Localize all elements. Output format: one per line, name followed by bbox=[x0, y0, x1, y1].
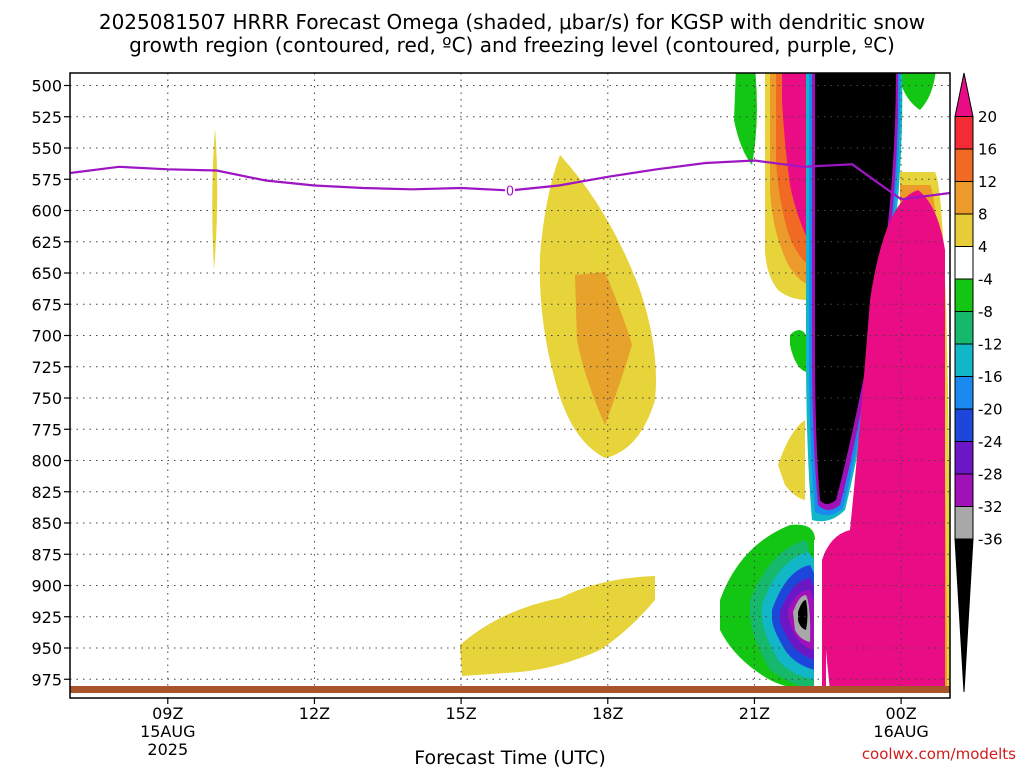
y-axis: 500 525 550 575 600 625 650 675 700 725 750 775 800 8… bbox=[31, 77, 70, 689]
omega-shaded-field bbox=[212, 73, 950, 690]
colorbar-label-1: 16 bbox=[978, 141, 997, 159]
colorbar-label-12: -32 bbox=[978, 498, 1003, 516]
x-tick-label-5-0: 00Z bbox=[885, 704, 916, 723]
colorbar-segment-14 bbox=[954, 538, 974, 693]
y-tick-label-825: 825 bbox=[31, 483, 62, 502]
y-tick-label-675: 675 bbox=[31, 295, 62, 314]
y-tick-label-600: 600 bbox=[31, 202, 62, 221]
colorbar-label-8: -16 bbox=[978, 368, 1003, 386]
colorbar-label-7: -12 bbox=[978, 336, 1003, 354]
chart-title-line-1: 2025081507 HRRR Forecast Omega (shaded, … bbox=[99, 10, 925, 34]
y-tick-label-650: 650 bbox=[31, 264, 62, 283]
colorbar-segment-12 bbox=[954, 473, 974, 507]
colorbar-segment-6 bbox=[954, 278, 974, 312]
x-tick-label-2-0: 15Z bbox=[445, 704, 476, 723]
colorbar-label-2: 12 bbox=[978, 173, 997, 191]
freezing-level-label-group: 0 bbox=[505, 182, 515, 200]
omega-region-gap-low bbox=[814, 540, 822, 690]
freezing-level-label: 0 bbox=[506, 185, 514, 200]
colorbar-segment-8 bbox=[954, 343, 974, 377]
x-tick-label-0-2: 2025 bbox=[147, 740, 188, 759]
colorbar-segment-10 bbox=[954, 408, 974, 442]
y-tick-label-500: 500 bbox=[31, 77, 62, 96]
y-tick-label-900: 900 bbox=[31, 577, 62, 596]
colorbar-label-3: 8 bbox=[978, 206, 988, 224]
surface-strip bbox=[70, 686, 950, 693]
colorbar: 20 16 12 8 4 -4 -8 -12 -16 -20 -24 -28 -32 -36 bbox=[954, 72, 1003, 693]
omega-region-yellow-2 bbox=[460, 576, 655, 676]
x-tick-label-1-0: 12Z bbox=[299, 704, 330, 723]
freezing-level-label-bg bbox=[505, 182, 515, 198]
y-tick-label-700: 700 bbox=[31, 327, 62, 346]
colorbar-label-0: 20 bbox=[978, 108, 997, 126]
colorbar-label-13: -36 bbox=[978, 531, 1003, 549]
y-tick-label-750: 750 bbox=[31, 389, 62, 408]
x-tick-label-5-1: 16AUG bbox=[873, 722, 928, 741]
colorbar-label-4: 4 bbox=[978, 238, 988, 256]
colorbar-segment-2 bbox=[954, 148, 974, 182]
colorbar-segment-0 bbox=[954, 72, 974, 117]
colorbar-segment-4 bbox=[954, 213, 974, 247]
x-tick-label-4-0: 21Z bbox=[739, 704, 770, 723]
colorbar-label-6: -8 bbox=[978, 303, 993, 321]
omega-region-green-2 bbox=[900, 73, 936, 110]
omega-region-magenta-right bbox=[822, 190, 945, 690]
source-credit: coolwx.com/modelts bbox=[862, 745, 1016, 763]
colorbar-segment-13 bbox=[954, 506, 974, 540]
omega-region-magenta-2 bbox=[782, 73, 810, 240]
chart-title: 2025081507 HRRR Forecast Omega (shaded, … bbox=[99, 10, 925, 57]
colorbar-segment-11 bbox=[954, 441, 974, 475]
x-tick-label-0-0: 09Z bbox=[152, 704, 183, 723]
y-tick-label-625: 625 bbox=[31, 233, 62, 252]
colorbar-segment-1 bbox=[954, 116, 974, 150]
colorbar-label-5: -4 bbox=[978, 271, 993, 289]
omega-region-green-1 bbox=[734, 73, 757, 165]
omega-region-green-3 bbox=[790, 330, 806, 372]
colorbar-segment-7 bbox=[954, 311, 974, 345]
y-tick-label-800: 800 bbox=[31, 452, 62, 471]
omega-region-orange-1 bbox=[575, 272, 632, 425]
y-tick-label-550: 550 bbox=[31, 139, 62, 158]
colorbar-label-11: -28 bbox=[978, 466, 1003, 484]
y-tick-label-575: 575 bbox=[31, 170, 62, 189]
y-tick-label-925: 925 bbox=[31, 608, 62, 627]
colorbar-segment-3 bbox=[954, 181, 974, 215]
y-tick-label-975: 975 bbox=[31, 670, 62, 689]
y-tick-label-950: 950 bbox=[31, 639, 62, 658]
colorbar-label-9: -20 bbox=[978, 401, 1003, 419]
plot-frame bbox=[69, 72, 951, 699]
x-tick-label-0-1: 15AUG bbox=[140, 722, 195, 741]
y-tick-label-875: 875 bbox=[31, 545, 62, 564]
x-tick-label-3-0: 18Z bbox=[592, 704, 623, 723]
colorbar-segment-9 bbox=[954, 376, 974, 410]
y-tick-label-525: 525 bbox=[31, 108, 62, 127]
omega-region-gap-magenta-edge bbox=[822, 555, 826, 690]
colorbar-segment-5 bbox=[954, 246, 974, 280]
omega-region-small-yellow bbox=[212, 128, 218, 270]
chart-title-line-2: growth region (contoured, red, ºC) and f… bbox=[129, 33, 895, 57]
x-axis-title: Forecast Time (UTC) bbox=[414, 747, 605, 768]
y-tick-label-725: 725 bbox=[31, 358, 62, 377]
omega-region-black-low bbox=[798, 600, 808, 630]
y-tick-label-850: 850 bbox=[31, 514, 62, 533]
colorbar-label-10: -24 bbox=[978, 433, 1003, 451]
y-tick-label-775: 775 bbox=[31, 420, 62, 439]
